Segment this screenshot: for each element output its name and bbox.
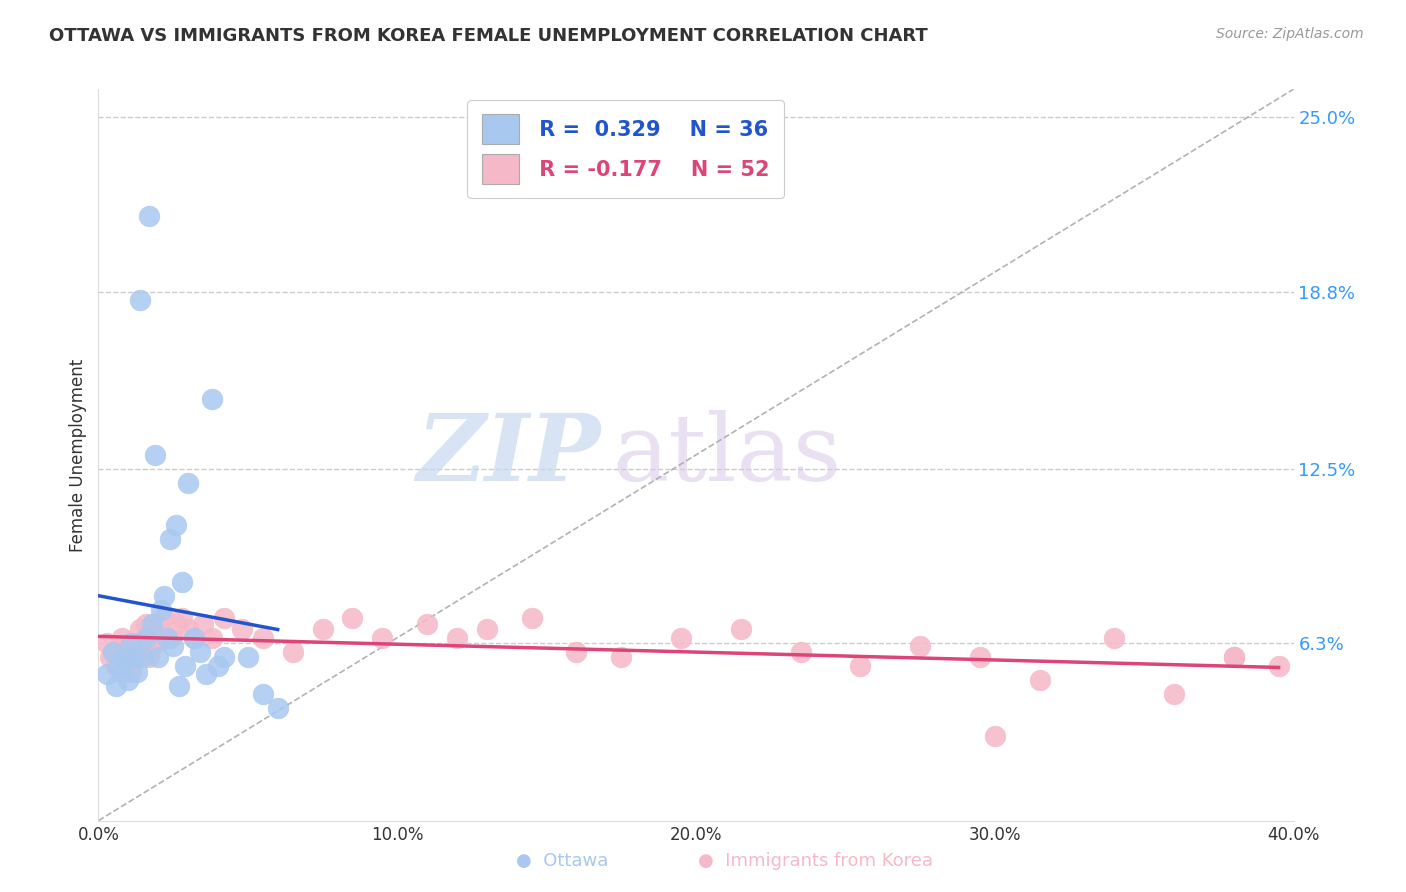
Point <box>1104 631 1126 645</box>
Legend:  R =  0.329    N = 36,  R = -0.177    N = 52: R = 0.329 N = 36, R = -0.177 N = 52 <box>467 100 785 198</box>
Text: ●  Ottawa: ● Ottawa <box>516 852 609 870</box>
Point <box>138 209 160 223</box>
Point <box>475 623 498 637</box>
Point <box>1163 687 1185 701</box>
Point <box>129 623 152 637</box>
Point <box>172 574 194 589</box>
Point <box>669 631 692 645</box>
Point <box>191 616 214 631</box>
Point <box>730 623 752 637</box>
Point <box>108 659 131 673</box>
Point <box>114 650 136 665</box>
Point <box>183 631 205 645</box>
Point <box>129 293 152 308</box>
Text: Source: ZipAtlas.com: Source: ZipAtlas.com <box>1216 27 1364 41</box>
Point <box>141 616 163 631</box>
Point <box>159 533 181 547</box>
Point <box>111 631 134 645</box>
Point <box>165 518 187 533</box>
Point <box>212 611 235 625</box>
Point <box>908 639 931 653</box>
Point <box>148 631 170 645</box>
Point <box>416 616 439 631</box>
Point <box>162 639 184 653</box>
Point <box>117 673 139 687</box>
Point <box>177 623 200 637</box>
Text: ●  Immigrants from Korea: ● Immigrants from Korea <box>697 852 934 870</box>
Point <box>114 650 136 665</box>
Point <box>127 665 149 679</box>
Point <box>849 659 872 673</box>
Point <box>150 602 173 616</box>
Point <box>103 645 125 659</box>
Point <box>167 679 190 693</box>
Point <box>520 611 543 625</box>
Point <box>174 659 197 673</box>
Point <box>98 650 122 665</box>
Point <box>236 650 259 665</box>
Point <box>148 650 170 665</box>
Point <box>252 631 274 645</box>
Point <box>446 631 468 645</box>
Point <box>172 611 194 625</box>
Y-axis label: Female Unemployment: Female Unemployment <box>69 359 87 551</box>
Point <box>96 636 118 650</box>
Text: atlas: atlas <box>613 410 842 500</box>
Point <box>156 631 179 645</box>
Point <box>789 645 811 659</box>
Point <box>252 687 274 701</box>
Point <box>135 616 157 631</box>
Point <box>120 636 142 650</box>
Point <box>143 616 166 631</box>
Point <box>105 679 128 693</box>
Point <box>132 650 155 665</box>
Point <box>124 650 146 665</box>
Point <box>207 659 229 673</box>
Point <box>165 616 187 631</box>
Point <box>153 611 176 625</box>
Point <box>311 623 333 637</box>
Point <box>120 665 142 679</box>
Point <box>153 589 176 603</box>
Point <box>969 650 991 665</box>
Text: OTTAWA VS IMMIGRANTS FROM KOREA FEMALE UNEMPLOYMENT CORRELATION CHART: OTTAWA VS IMMIGRANTS FROM KOREA FEMALE U… <box>49 27 928 45</box>
Point <box>159 631 181 645</box>
Point <box>565 645 588 659</box>
Point <box>132 645 155 659</box>
Text: ZIP: ZIP <box>416 410 600 500</box>
Point <box>96 667 118 681</box>
Point <box>135 631 157 645</box>
Point <box>105 659 128 673</box>
Point <box>1223 650 1246 665</box>
Point <box>610 650 633 665</box>
Point <box>1267 659 1289 673</box>
Point <box>124 650 146 665</box>
Point <box>111 665 134 679</box>
Point <box>212 650 235 665</box>
Point <box>231 623 253 637</box>
Point <box>267 701 290 715</box>
Point <box>342 611 364 625</box>
Point <box>127 636 149 650</box>
Point <box>281 645 304 659</box>
Point <box>143 448 166 462</box>
Point <box>201 631 224 645</box>
Point <box>1223 650 1246 665</box>
Point <box>1028 673 1050 687</box>
Point <box>371 631 394 645</box>
Point <box>103 645 125 659</box>
Point <box>195 667 218 681</box>
Point <box>984 729 1007 743</box>
Point <box>141 639 163 653</box>
Point <box>108 639 131 653</box>
Point <box>138 650 160 665</box>
Point <box>188 645 211 659</box>
Point <box>201 392 224 406</box>
Point <box>183 631 205 645</box>
Point <box>117 645 139 659</box>
Point <box>177 476 200 491</box>
